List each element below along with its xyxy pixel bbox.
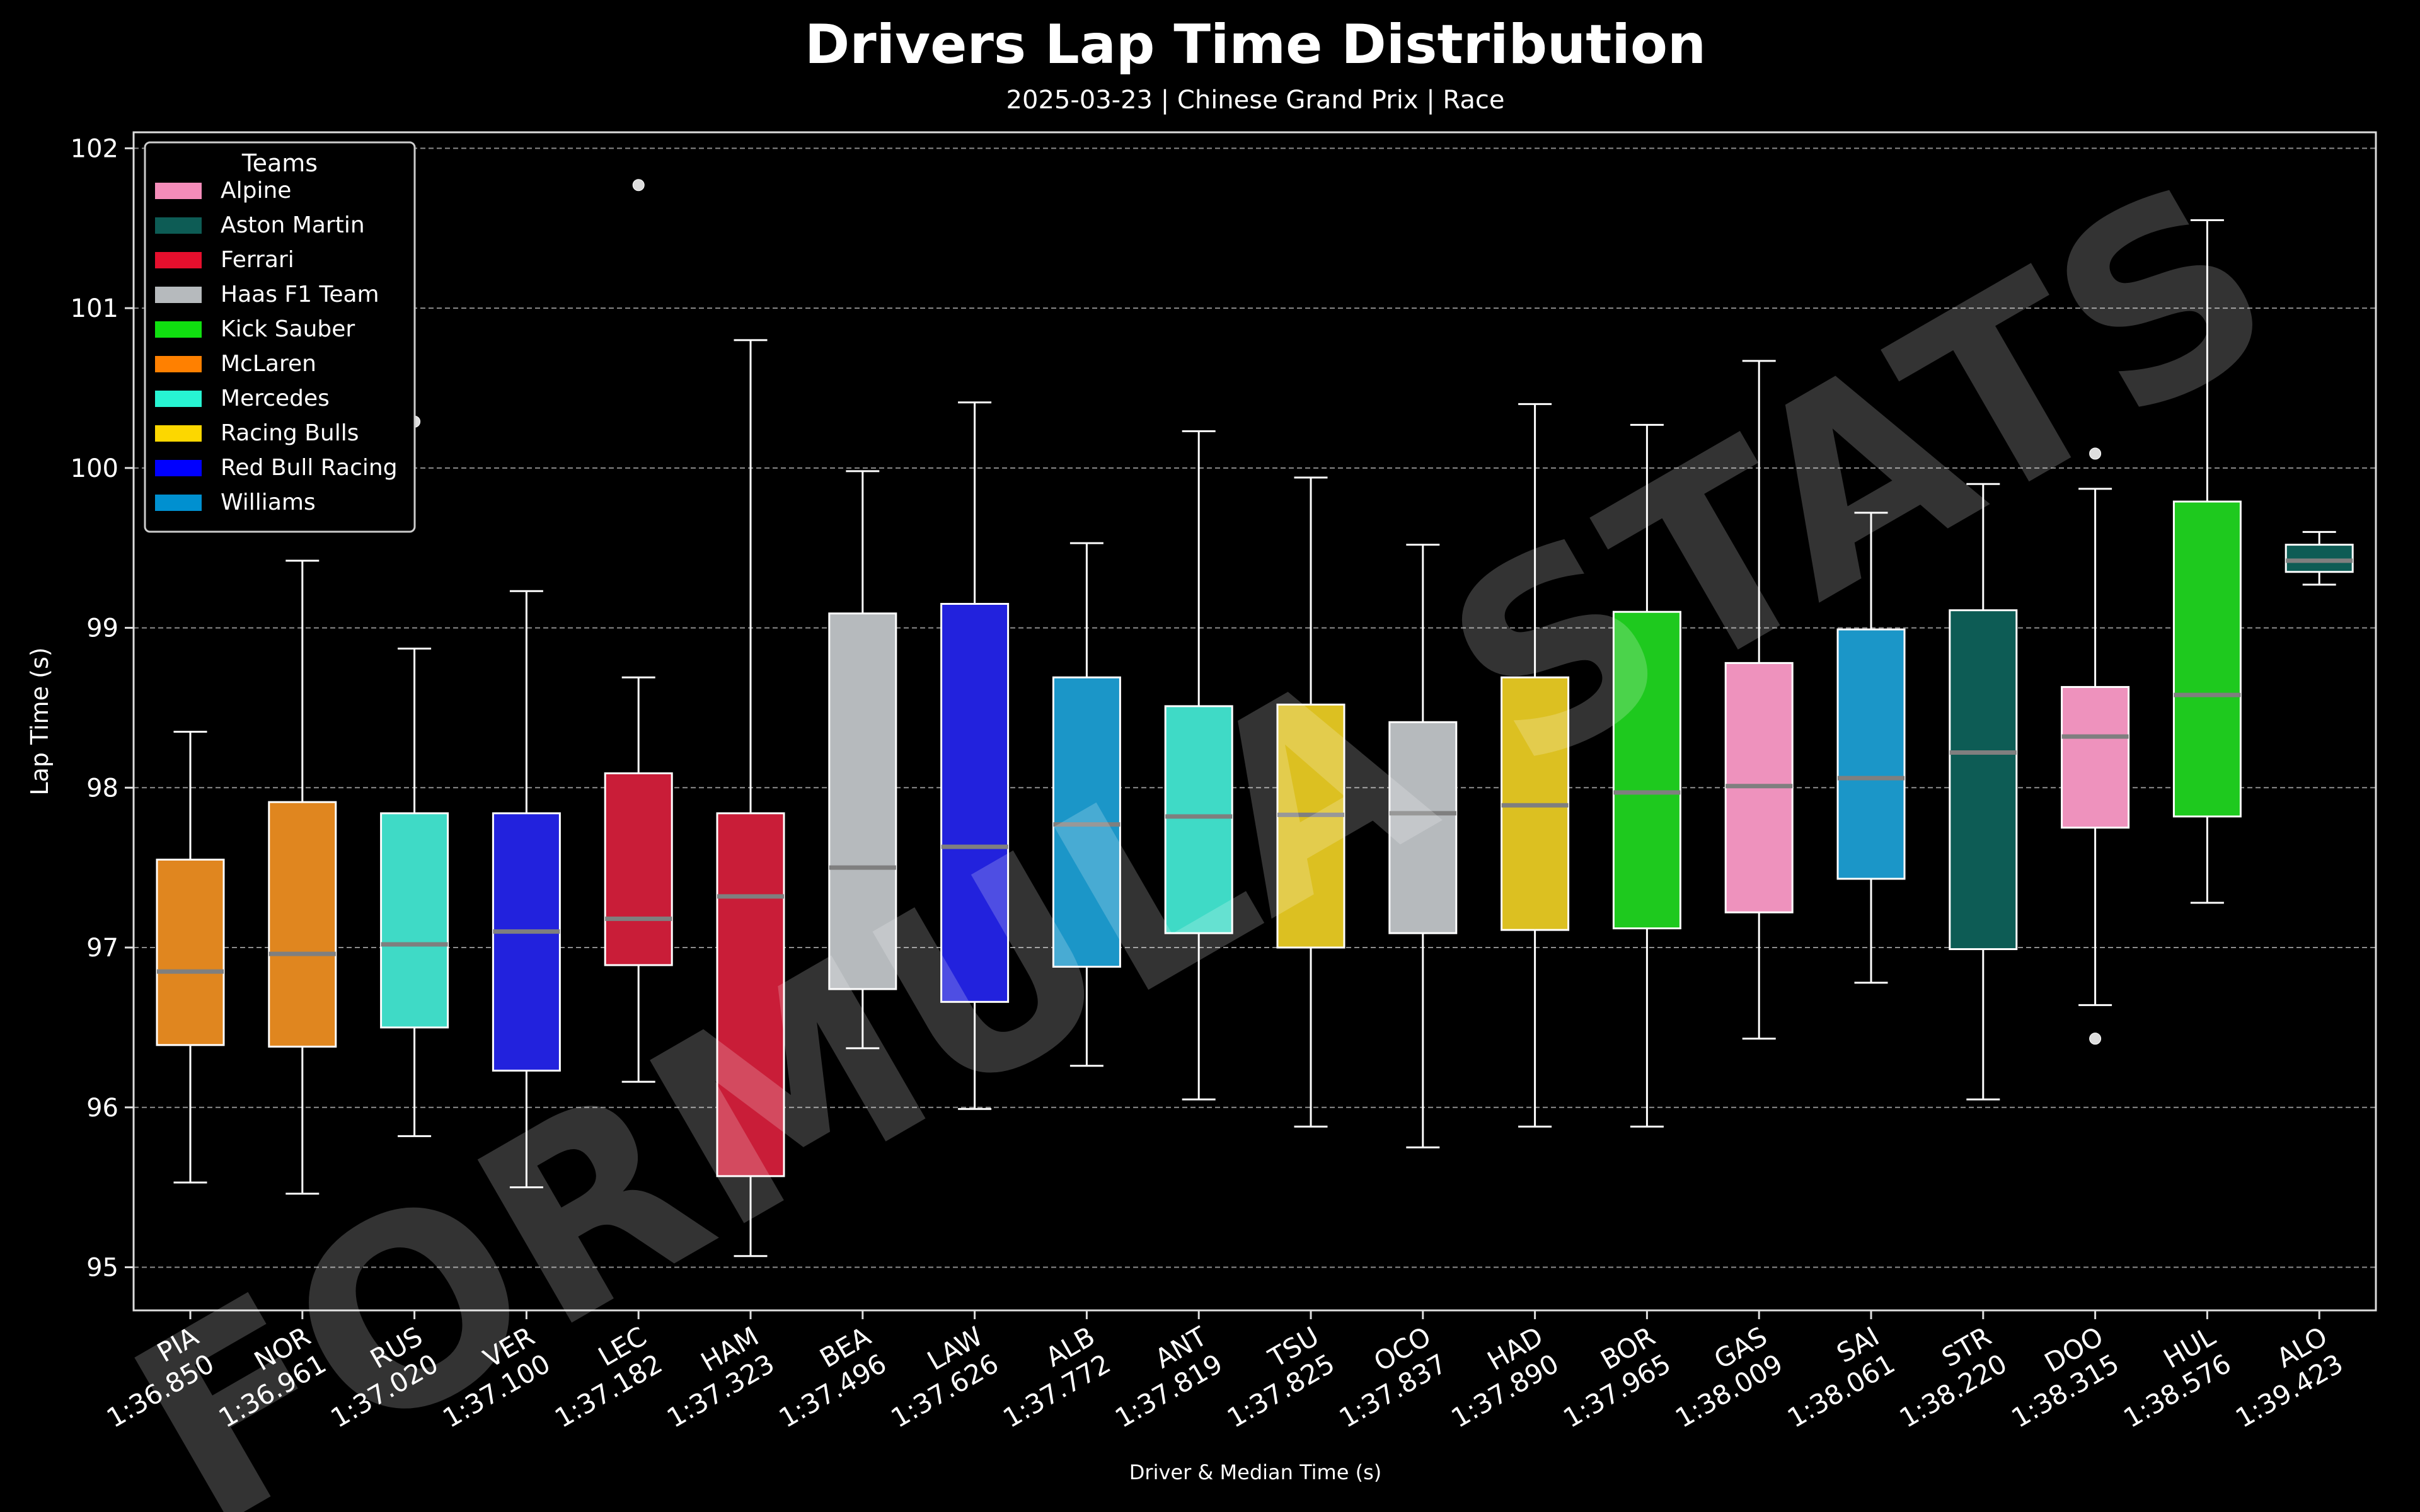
box-plots bbox=[156, 179, 2354, 1257]
legend-item-label: Alpine bbox=[221, 178, 291, 203]
driver-box-oco bbox=[1388, 544, 1458, 1148]
iqr-box bbox=[492, 812, 561, 1072]
legend-frame bbox=[144, 141, 416, 533]
driver-box-ham bbox=[716, 339, 785, 1257]
iqr-box bbox=[2061, 685, 2130, 829]
driver-box-pia bbox=[156, 730, 225, 1184]
driver-box-nor bbox=[268, 559, 337, 1195]
legend-item-label: Red Bull Racing bbox=[221, 455, 398, 481]
driver-box-had bbox=[1501, 403, 1570, 1128]
driver-box-bor bbox=[1612, 423, 1681, 1128]
legend-swatch bbox=[155, 321, 202, 338]
iqr-box bbox=[1276, 703, 1345, 949]
y-tick-label: 96 bbox=[86, 1094, 118, 1123]
iqr-box bbox=[1052, 676, 1121, 968]
driver-box-ver bbox=[492, 590, 561, 1189]
iqr-box bbox=[1949, 609, 2018, 951]
legend-swatch bbox=[155, 425, 202, 442]
iqr-box bbox=[1612, 610, 1681, 930]
iqr-box bbox=[828, 612, 897, 990]
legend-item-label: Mercedes bbox=[221, 386, 330, 411]
legend-item-label: Racing Bulls bbox=[221, 420, 359, 446]
y-axis: 95 96 97 98 99 100 101 102 bbox=[71, 134, 134, 1282]
y-tick-label: 100 bbox=[71, 454, 118, 483]
y-tick-label: 95 bbox=[86, 1253, 118, 1282]
x-axis-label: Driver & Median Time (s) bbox=[1129, 1460, 1381, 1484]
driver-box-str bbox=[1949, 483, 2018, 1101]
legend-item-label: Kick Sauber bbox=[221, 316, 355, 342]
legend-item-label: Aston Martin bbox=[221, 212, 365, 238]
plot-frame bbox=[132, 131, 2377, 1312]
driver-box-tsu bbox=[1276, 476, 1345, 1128]
legend-swatch bbox=[155, 287, 202, 303]
chart-title: Drivers Lap Time Distribution bbox=[805, 13, 1706, 76]
driver-box-doo bbox=[2061, 447, 2130, 1045]
driver-box-gas bbox=[1724, 360, 1794, 1040]
driver-box-rus bbox=[380, 415, 449, 1137]
legend-swatch bbox=[155, 217, 202, 234]
iqr-box bbox=[380, 812, 449, 1029]
iqr-box bbox=[1164, 705, 1233, 934]
driver-box-ant bbox=[1164, 430, 1233, 1101]
y-tick-label: 97 bbox=[86, 934, 118, 963]
legend-swatch bbox=[155, 460, 202, 476]
iqr-box bbox=[940, 603, 1010, 1003]
chart-subtitle: 2025-03-23 | Chinese Grand Prix | Race bbox=[1006, 86, 1505, 115]
legend-swatch bbox=[155, 495, 202, 511]
iqr-box bbox=[1388, 721, 1458, 934]
legend-swatch bbox=[155, 183, 202, 199]
driver-box-sai bbox=[1836, 512, 1906, 984]
driver-box-law bbox=[940, 401, 1010, 1110]
iqr-box bbox=[716, 812, 785, 1177]
legend-item-label: Haas F1 Team bbox=[221, 282, 379, 307]
y-axis-label: Lap Time (s) bbox=[26, 647, 54, 795]
y-tick-label: 102 bbox=[71, 134, 118, 163]
legend-swatch bbox=[155, 391, 202, 407]
iqr-box bbox=[2172, 500, 2242, 818]
legend-swatch bbox=[155, 356, 202, 372]
legend-title: Teams bbox=[241, 149, 318, 177]
iqr-box bbox=[268, 801, 337, 1048]
legend-swatch bbox=[155, 252, 202, 268]
legend-item-label: McLaren bbox=[221, 351, 316, 377]
outlier-point bbox=[632, 179, 645, 192]
driver-box-lec bbox=[604, 179, 673, 1083]
driver-box-alo bbox=[2285, 530, 2354, 586]
iqr-box bbox=[156, 858, 225, 1046]
legend: Teams Alpine Aston Martin Ferrari Haas F1 T… bbox=[144, 141, 416, 533]
y-tick-label: 98 bbox=[86, 774, 118, 803]
y-tick-label: 101 bbox=[71, 294, 118, 323]
legend-item-label: Ferrari bbox=[221, 247, 294, 273]
outlier-point bbox=[2089, 447, 2102, 460]
iqr-box bbox=[604, 772, 673, 966]
y-tick-label: 99 bbox=[86, 614, 118, 643]
driver-box-bea bbox=[828, 470, 897, 1050]
driver-box-hul bbox=[2172, 219, 2242, 904]
outlier-point bbox=[2089, 1033, 2102, 1045]
driver-box-alb bbox=[1052, 542, 1121, 1067]
legend-item-label: Williams bbox=[221, 490, 316, 515]
iqr-box bbox=[1836, 628, 1906, 880]
iqr-box bbox=[2285, 544, 2354, 573]
